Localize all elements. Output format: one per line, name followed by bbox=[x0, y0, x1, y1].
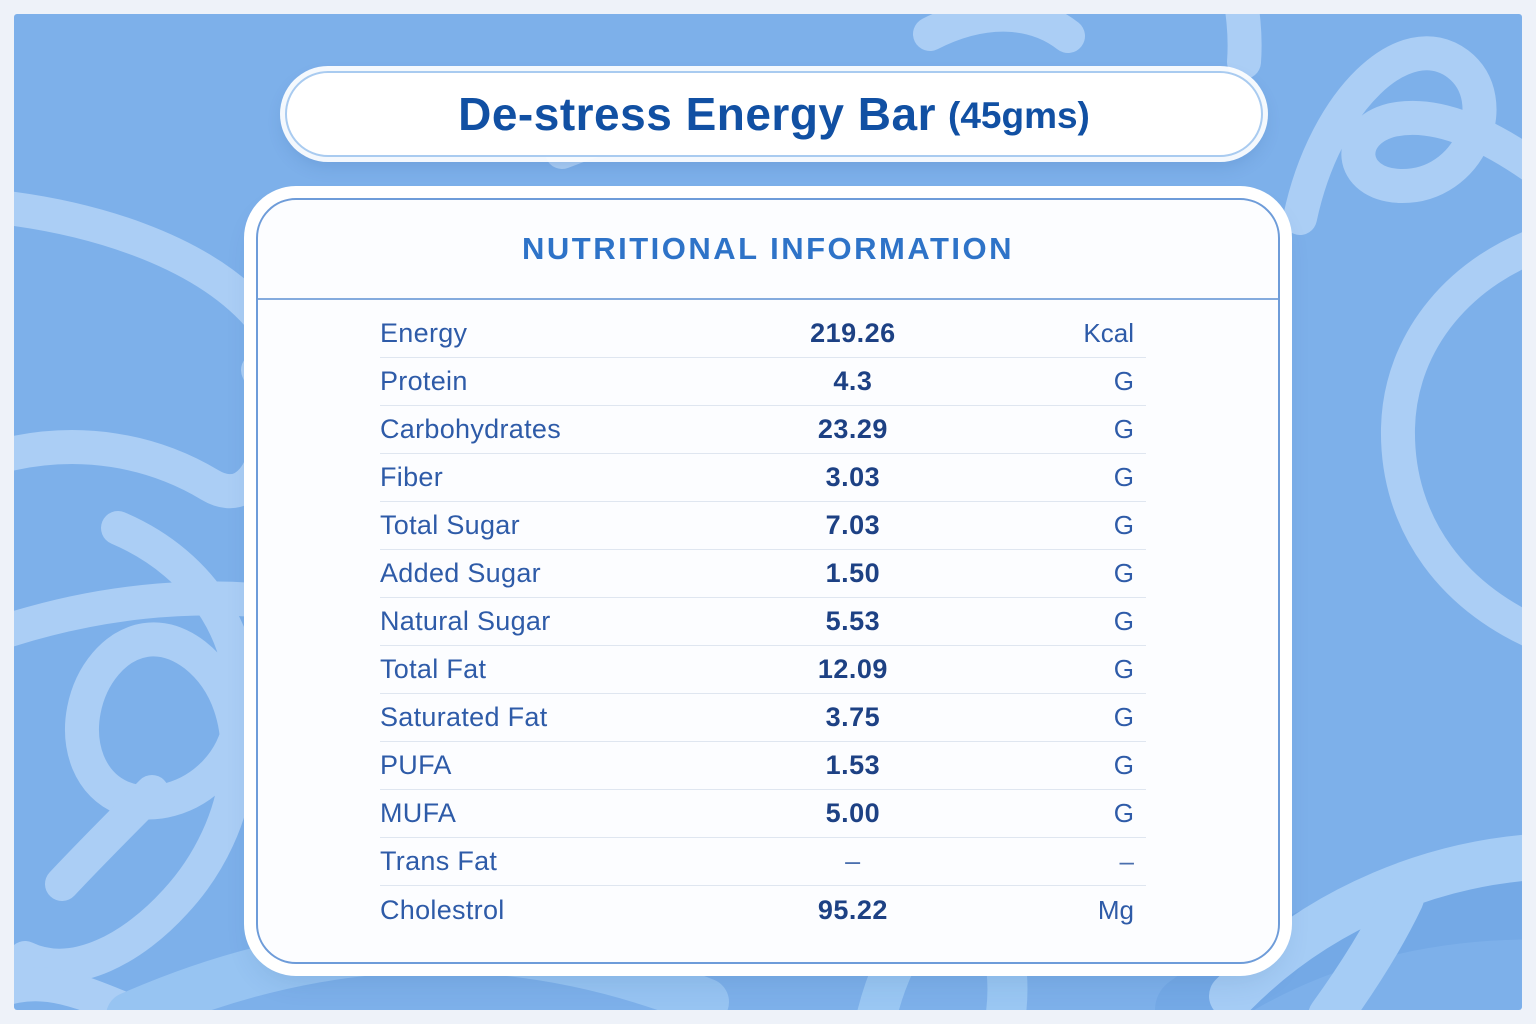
nutrient-label: MUFA bbox=[380, 798, 457, 828]
nutrition-row: Cholestrol 95.22 Mg bbox=[380, 886, 1146, 934]
nutrient-unit: G bbox=[1113, 366, 1134, 396]
doodle-curve bbox=[1308, 876, 1424, 1010]
nutrient-value: 3.03 bbox=[825, 462, 881, 492]
nutrition-row: Fiber 3.03 G bbox=[380, 454, 1146, 502]
doodle-curve bbox=[14, 967, 173, 1010]
product-weight: (45gms) bbox=[948, 95, 1090, 136]
nutrient-label: Cholestrol bbox=[380, 894, 505, 925]
product-title-pill: De-stress Energy Bar (45gms) bbox=[285, 71, 1263, 157]
nutrition-row: Total Fat 12.09 G bbox=[380, 646, 1146, 694]
nutrient-unit: Kcal bbox=[1083, 318, 1134, 348]
nutrition-row: Natural Sugar 5.53 G bbox=[380, 598, 1146, 646]
nutrient-label: Natural Sugar bbox=[380, 606, 551, 636]
nutrient-unit: – bbox=[1119, 846, 1134, 876]
nutrient-unit: G bbox=[1113, 750, 1134, 780]
doodle-curve bbox=[14, 353, 287, 509]
nutrition-row: Saturated Fat 3.75 G bbox=[380, 694, 1146, 742]
nutrient-value: 1.53 bbox=[825, 750, 881, 780]
nutrient-unit: G bbox=[1113, 558, 1134, 588]
nutrient-label: Total Fat bbox=[380, 654, 487, 684]
nutrient-value: – bbox=[845, 846, 861, 876]
nutrient-value: 1.50 bbox=[825, 558, 881, 588]
nutrient-unit: G bbox=[1113, 510, 1134, 540]
nutrition-row: Total Sugar 7.03 G bbox=[380, 502, 1146, 550]
doodle-curve bbox=[14, 191, 275, 332]
nutrient-label: Trans Fat bbox=[380, 846, 498, 876]
card-header: NUTRITIONAL INFORMATION bbox=[258, 200, 1278, 298]
nutrition-card: NUTRITIONAL INFORMATION Energy 219.26 Kcal… bbox=[256, 198, 1280, 964]
nutrient-label: Added Sugar bbox=[380, 558, 541, 588]
nutrient-value: 95.22 bbox=[817, 894, 888, 925]
nutrient-label: PUFA bbox=[380, 750, 452, 780]
nutrient-label: Saturated Fat bbox=[380, 702, 548, 732]
doodle-curve bbox=[1283, 36, 1522, 235]
nutrient-value: 12.09 bbox=[817, 654, 888, 684]
nutrient-unit: G bbox=[1113, 798, 1134, 828]
nutrient-value: 5.53 bbox=[825, 606, 881, 636]
header-divider bbox=[258, 298, 1278, 300]
nutrient-unit: Mg bbox=[1097, 894, 1134, 925]
doodle-curve bbox=[1380, 232, 1522, 646]
nutrient-value: 4.3 bbox=[833, 366, 873, 396]
doodle-curve bbox=[1225, 14, 1262, 79]
nutrient-value: 5.00 bbox=[825, 798, 881, 828]
nutrient-label: Fiber bbox=[380, 462, 444, 492]
nutrient-unit: G bbox=[1113, 462, 1134, 492]
nutrition-heading: NUTRITIONAL INFORMATION bbox=[521, 231, 1015, 266]
nutrition-row: MUFA 5.00 G bbox=[380, 790, 1146, 838]
nutrition-row: Protein 4.3 G bbox=[380, 358, 1146, 406]
nutrient-value: 23.29 bbox=[817, 414, 888, 444]
nutrient-unit: G bbox=[1113, 654, 1134, 684]
nutrient-label: Protein bbox=[380, 366, 468, 396]
nutrition-row: PUFA 1.53 G bbox=[380, 742, 1146, 790]
nutrition-row: Added Sugar 1.50 G bbox=[380, 550, 1146, 598]
nutrient-value: 7.03 bbox=[825, 510, 881, 540]
nutrient-unit: G bbox=[1113, 606, 1134, 636]
nutrition-row: Trans Fat – – bbox=[380, 838, 1146, 886]
nutrient-label: Energy bbox=[380, 318, 468, 348]
nutrient-label: Carbohydrates bbox=[380, 414, 561, 444]
nutrition-row: Energy 219.26 Kcal bbox=[380, 310, 1146, 358]
nutrient-value: 3.75 bbox=[825, 702, 881, 732]
product-name: De-stress Energy Bar bbox=[458, 88, 936, 140]
nutrient-unit: G bbox=[1113, 414, 1134, 444]
doodle-curve bbox=[45, 775, 169, 901]
nutrient-value: 219.26 bbox=[810, 318, 896, 348]
doodle-curve bbox=[913, 14, 1085, 53]
nutrition-row: Carbohydrates 23.29 G bbox=[380, 406, 1146, 454]
nutrient-label: Total Sugar bbox=[380, 510, 520, 540]
doodle-curve bbox=[14, 511, 259, 983]
nutrition-table: Energy 219.26 Kcal Protein 4.3 G Carbohydrates… bbox=[258, 300, 1278, 934]
nutrient-unit: G bbox=[1113, 702, 1134, 732]
background: De-stress Energy Bar (45gms) NUTRITIONAL… bbox=[14, 14, 1522, 1010]
